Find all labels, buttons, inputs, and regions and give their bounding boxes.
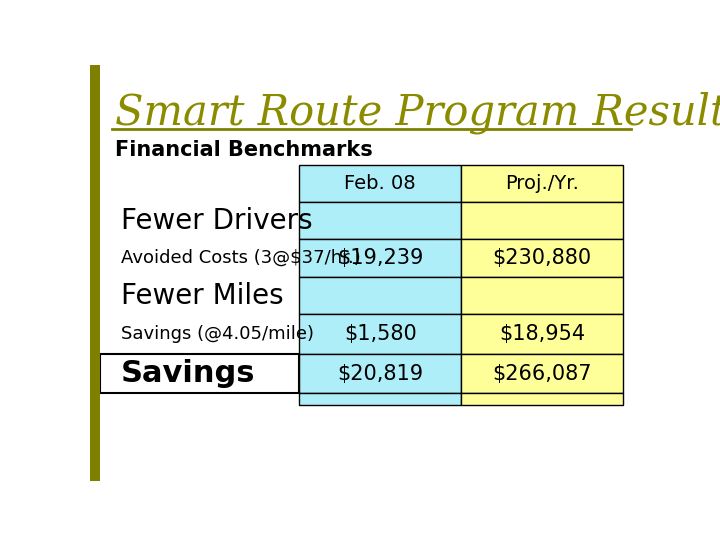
- Text: Savings: Savings: [121, 359, 255, 388]
- FancyBboxPatch shape: [461, 314, 623, 354]
- Text: Savings (@4.05/mile): Savings (@4.05/mile): [121, 325, 314, 343]
- Text: $266,087: $266,087: [492, 363, 592, 383]
- FancyBboxPatch shape: [300, 165, 461, 202]
- FancyBboxPatch shape: [90, 65, 100, 481]
- Text: $18,954: $18,954: [499, 324, 585, 344]
- Text: $19,239: $19,239: [337, 248, 423, 268]
- FancyBboxPatch shape: [300, 277, 461, 314]
- FancyBboxPatch shape: [461, 277, 623, 314]
- FancyBboxPatch shape: [300, 202, 461, 239]
- Text: Feb. 08: Feb. 08: [344, 174, 416, 193]
- Text: Fewer Miles: Fewer Miles: [121, 281, 283, 309]
- Text: $1,580: $1,580: [343, 324, 417, 344]
- Text: Fewer Drivers: Fewer Drivers: [121, 207, 312, 235]
- FancyBboxPatch shape: [300, 393, 461, 405]
- FancyBboxPatch shape: [300, 354, 461, 393]
- FancyBboxPatch shape: [461, 202, 623, 239]
- FancyBboxPatch shape: [300, 239, 461, 277]
- Text: $230,880: $230,880: [492, 248, 592, 268]
- Text: Financial Benchmarks: Financial Benchmarks: [115, 140, 373, 160]
- Text: $20,819: $20,819: [337, 363, 423, 383]
- FancyBboxPatch shape: [461, 165, 623, 202]
- FancyBboxPatch shape: [461, 393, 623, 405]
- FancyBboxPatch shape: [461, 354, 623, 393]
- Text: Avoided Costs (3@$37/hr.): Avoided Costs (3@$37/hr.): [121, 249, 361, 267]
- FancyBboxPatch shape: [300, 314, 461, 354]
- FancyBboxPatch shape: [100, 354, 300, 393]
- Text: Smart Route Program Results: Smart Route Program Results: [115, 92, 720, 134]
- Text: Proj./Yr.: Proj./Yr.: [505, 174, 579, 193]
- FancyBboxPatch shape: [461, 239, 623, 277]
